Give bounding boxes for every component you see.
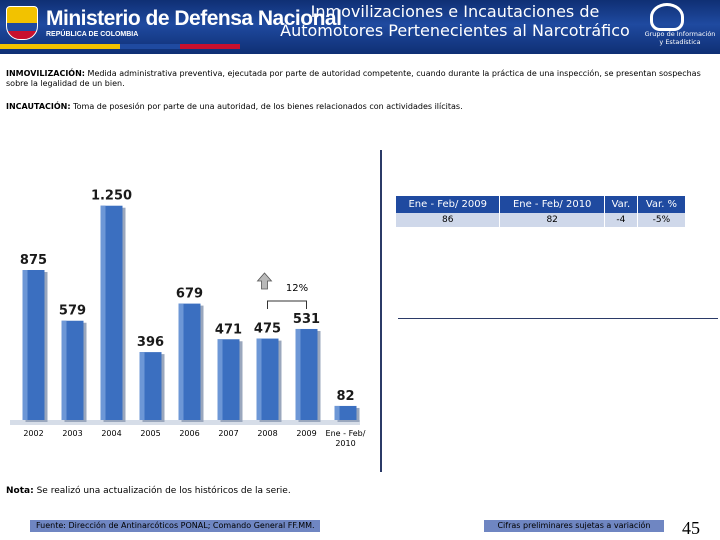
table-header: Var. bbox=[604, 196, 638, 213]
bar-highlight bbox=[256, 338, 262, 420]
definition-text: Medida administrativa preventiva, ejecut… bbox=[6, 69, 701, 88]
table-cell: -5% bbox=[637, 213, 687, 227]
bar-chart: 875 2002 579 2003 1.250 2004 396 2005 679 2006 471… bbox=[10, 189, 366, 448]
bar bbox=[295, 328, 318, 420]
x-tick-label: 2005 bbox=[140, 429, 160, 438]
x-tick-label: Ene - Feb/2010 bbox=[326, 429, 366, 448]
bar-highlight bbox=[22, 270, 28, 420]
x-tick-label: 2003 bbox=[62, 429, 82, 438]
bar bbox=[334, 405, 357, 420]
coat-of-arms-icon bbox=[6, 6, 38, 40]
bar-highlight bbox=[139, 352, 145, 420]
group-name-line1: Grupo de Información bbox=[644, 30, 716, 38]
definition-text: Toma de posesión por parte de una autori… bbox=[73, 102, 463, 111]
table-row: 86 82 -4 -5% bbox=[396, 213, 687, 227]
bar bbox=[61, 320, 84, 420]
note-text: Se realizó una actualización de los hist… bbox=[36, 486, 291, 496]
x-tick-label: 2007 bbox=[218, 429, 238, 438]
bar-highlight bbox=[334, 405, 340, 420]
bar-value-label: 579 bbox=[59, 304, 86, 319]
divider-horizontal bbox=[398, 318, 718, 319]
note-label: Nota: bbox=[6, 486, 34, 496]
bar bbox=[178, 303, 201, 420]
bar-highlight bbox=[100, 205, 106, 420]
source-footer: Fuente: Dirección de Antinarcóticos PONA… bbox=[30, 520, 320, 532]
header-bar: Ministerio de Defensa Nacional REPÚBLICA… bbox=[0, 0, 720, 54]
bar bbox=[100, 205, 123, 420]
definition-inmovilizacion: INMOVILIZACIÓN: Medida administrativa pr… bbox=[6, 69, 714, 89]
bar-highlight bbox=[178, 303, 184, 420]
bar bbox=[139, 352, 162, 420]
bar-value-label: 475 bbox=[254, 322, 281, 337]
bar-highlight bbox=[61, 320, 67, 420]
bar-value-label: 82 bbox=[336, 389, 354, 404]
annotation-label: 12% bbox=[286, 283, 308, 294]
page-title-line1: Inmovilizaciones e Incautaciones de bbox=[310, 2, 600, 21]
chart-note: Nota: Se realizó una actualización de lo… bbox=[6, 486, 291, 496]
ministry-name: Ministerio de Defensa Nacional bbox=[46, 6, 342, 30]
up-arrow-icon bbox=[256, 272, 273, 290]
chart-floor bbox=[10, 420, 360, 425]
x-tick-label: 2004 bbox=[101, 429, 121, 438]
bar-highlight bbox=[217, 339, 223, 420]
x-tick-label: 2002 bbox=[23, 429, 43, 438]
definition-incautacion: INCAUTACIÓN: Toma de posesión por parte … bbox=[6, 102, 714, 112]
bar-value-label: 471 bbox=[215, 322, 242, 337]
table-cell: 82 bbox=[499, 213, 605, 227]
page-title: Inmovilizaciones e Incautaciones de Auto… bbox=[270, 2, 640, 40]
bar bbox=[256, 338, 279, 420]
x-tick-label: 2008 bbox=[257, 429, 277, 438]
definition-term: INCAUTACIÓN: bbox=[6, 102, 71, 111]
annotation-bracket bbox=[267, 300, 307, 309]
page-title-line2: Automotores Pertenecientes al Narcotráfi… bbox=[280, 21, 630, 40]
table-header: Ene - Feb/ 2009 bbox=[396, 196, 501, 213]
x-tick-label: 2009 bbox=[296, 429, 316, 438]
definition-term: INMOVILIZACIÓN: bbox=[6, 69, 85, 78]
preliminary-footer: Cifras preliminares sujetas a variación bbox=[484, 520, 664, 532]
table-cell: 86 bbox=[396, 213, 501, 227]
x-tick-label: 2006 bbox=[179, 429, 199, 438]
bar-value-label: 396 bbox=[137, 335, 164, 350]
divider-vertical bbox=[380, 150, 382, 472]
bar-value-label: 531 bbox=[293, 312, 320, 327]
table-header-row: Ene - Feb/ 2009 Ene - Feb/ 2010 Var. Var… bbox=[396, 196, 687, 213]
group-name-line2: y Estadística bbox=[659, 38, 701, 46]
bar-highlight bbox=[295, 328, 301, 420]
group-logo-icon bbox=[650, 3, 684, 31]
comparison-table: Ene - Feb/ 2009 Ene - Feb/ 2010 Var. Var… bbox=[396, 196, 687, 227]
bar-value-label: 1.250 bbox=[91, 189, 132, 204]
ministry-logo: Ministerio de Defensa Nacional REPÚBLICA… bbox=[6, 4, 342, 42]
table-header: Var. % bbox=[637, 196, 687, 213]
ministry-subtitle: REPÚBLICA DE COLOMBIA bbox=[46, 30, 139, 38]
bar bbox=[22, 270, 45, 420]
table-header: Ene - Feb/ 2010 bbox=[499, 196, 605, 213]
bar bbox=[217, 339, 240, 420]
bar-value-label: 875 bbox=[20, 253, 47, 268]
table-cell: -4 bbox=[604, 213, 638, 227]
flag-stripe bbox=[0, 44, 240, 49]
group-name: Grupo de Información y Estadística bbox=[640, 30, 720, 46]
page-number: 45 bbox=[682, 518, 700, 538]
bar-value-label: 679 bbox=[176, 287, 203, 302]
